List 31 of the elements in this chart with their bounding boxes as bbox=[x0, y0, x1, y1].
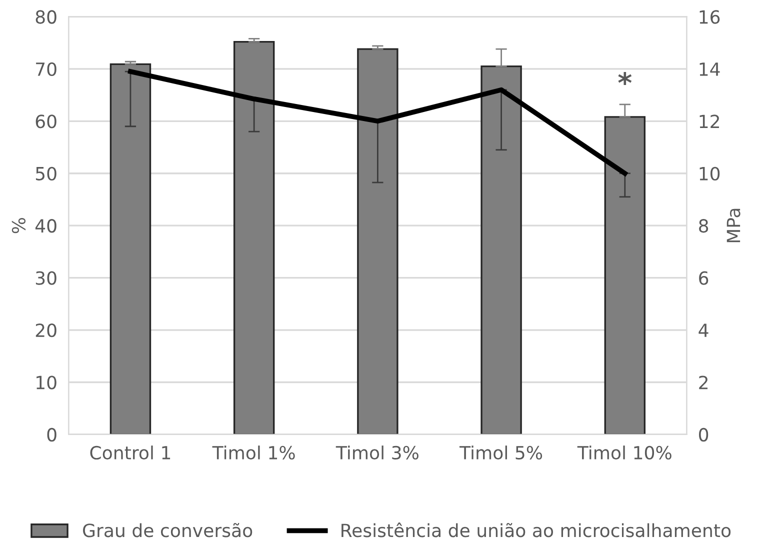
y2-tick-label: 8 bbox=[699, 219, 708, 233]
y2-tick-label: 12 bbox=[700, 114, 719, 128]
x-tick-label: Timol 10% bbox=[577, 446, 672, 460]
y2-tick-label: 0 bbox=[699, 428, 708, 442]
annotation: * bbox=[618, 72, 632, 85]
legend-label: Grau de conversão bbox=[83, 522, 252, 538]
y2-tick-label: 10 bbox=[700, 166, 720, 180]
y2-tick-label: 4 bbox=[698, 324, 708, 337]
x-tick-label: Timol 1% bbox=[212, 446, 295, 460]
y2-tick-label: 6 bbox=[699, 271, 708, 285]
bar bbox=[357, 48, 398, 434]
y-tick-label: 0 bbox=[47, 428, 56, 442]
y2-axis-title: MPa bbox=[726, 208, 740, 242]
x-tick-label: Control 1 bbox=[90, 446, 170, 460]
y-tick-label: 70 bbox=[36, 62, 56, 76]
x-tick-label: Timol 3% bbox=[336, 446, 418, 460]
y-tick-label: 30 bbox=[36, 271, 56, 285]
y2-tick-label: 2 bbox=[699, 376, 708, 390]
y-tick-label: 50 bbox=[36, 166, 56, 180]
y-axis-title: % bbox=[12, 218, 26, 234]
y2-tick-label: 14 bbox=[700, 62, 720, 76]
y-tick-label: 20 bbox=[36, 323, 56, 338]
y-tick-label: 10 bbox=[36, 376, 56, 390]
bar bbox=[110, 63, 152, 434]
x-tick-label: Timol 5% bbox=[459, 446, 542, 460]
bar bbox=[233, 40, 275, 434]
legend-label: Resistência de união ao microcisalhamento bbox=[342, 522, 731, 538]
y-tick-label: 80 bbox=[36, 10, 56, 24]
y2-tick-label: 16 bbox=[700, 10, 720, 24]
y-tick-label: 40 bbox=[35, 219, 56, 233]
y-tick-label: 60 bbox=[36, 114, 56, 128]
